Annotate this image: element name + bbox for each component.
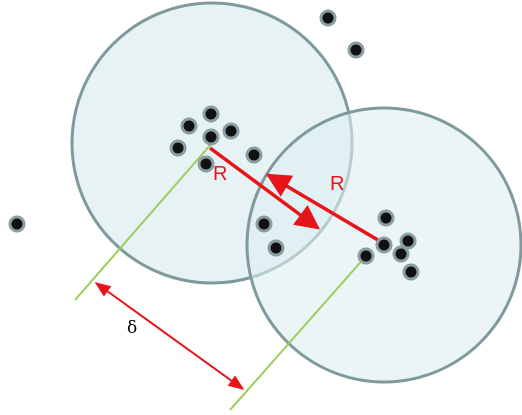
point [169, 139, 187, 157]
left-guide-line [74, 142, 213, 301]
point [245, 146, 263, 164]
point [180, 117, 198, 135]
right-radius-arrow [265, 173, 384, 245]
right-radius-label: R [330, 173, 344, 195]
point [197, 155, 215, 173]
point [402, 263, 420, 281]
left-radius-arrow [208, 146, 320, 230]
point [202, 128, 220, 146]
point [392, 245, 410, 263]
point [255, 215, 273, 233]
point [347, 41, 365, 59]
point [319, 9, 337, 27]
point [377, 209, 395, 227]
point [267, 239, 285, 257]
right-guide-line [229, 255, 367, 411]
point [222, 122, 240, 140]
point [399, 232, 417, 250]
point [357, 247, 375, 265]
left-radius-label: R [213, 163, 227, 185]
delta-arrow [94, 282, 245, 390]
point [375, 236, 393, 254]
delta-label: δ [127, 318, 137, 338]
data-points [8, 9, 420, 281]
point [202, 105, 220, 123]
point [8, 215, 26, 233]
